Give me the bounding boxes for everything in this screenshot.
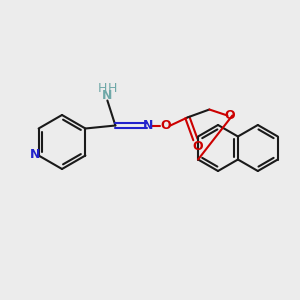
Text: O: O [160, 119, 171, 132]
Text: H: H [108, 82, 117, 95]
Text: N: N [102, 89, 112, 102]
Text: N: N [29, 148, 40, 161]
Text: N: N [143, 119, 154, 132]
Text: O: O [224, 109, 235, 122]
Text: H: H [98, 82, 107, 95]
Text: O: O [192, 140, 203, 153]
